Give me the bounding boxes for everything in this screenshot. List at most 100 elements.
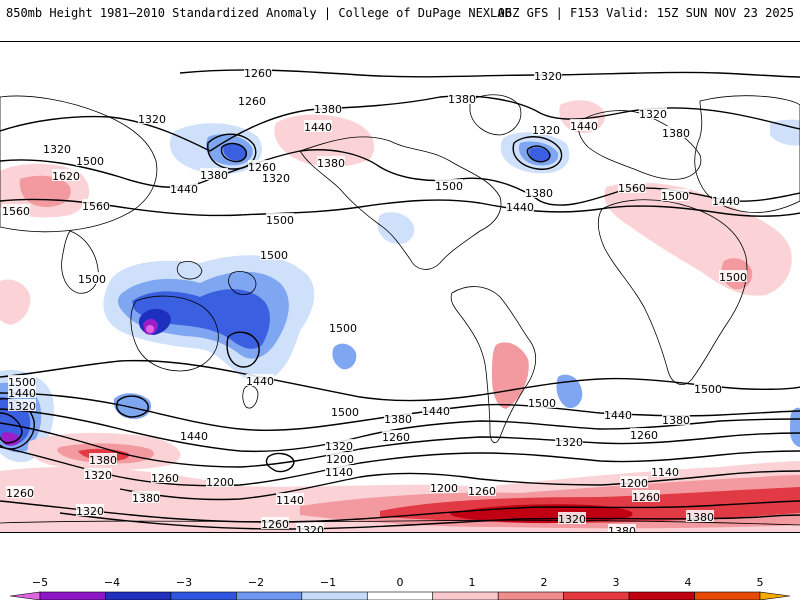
contour-label: 1500 (661, 190, 689, 203)
contour-label: 1200 (430, 482, 458, 495)
contour-label-bg (620, 476, 648, 488)
contour-label-bg (384, 412, 412, 424)
contour-label-bg (608, 524, 636, 532)
colorbar-tick-label: −4 (104, 576, 120, 589)
contour-1380-north (0, 95, 800, 152)
contour-label-bg (262, 171, 290, 183)
contour-label: 1200 (620, 477, 648, 490)
contour-label-bg (618, 181, 646, 193)
contour-label: 1560 (2, 205, 30, 218)
colorbar-tick-label: 0 (397, 576, 404, 589)
contour-label: 1140 (276, 494, 304, 507)
contour-label-bg (555, 435, 583, 447)
contour-label: 1320 (532, 124, 560, 137)
contour-label-bg (719, 270, 747, 282)
contour-label-bg (132, 491, 160, 503)
contour-label-bg (325, 465, 353, 477)
contour-label-bg (630, 428, 658, 440)
contour-label: 1200 (206, 476, 234, 489)
contour-label-bg (662, 413, 690, 425)
pos-anomaly-west-edge (0, 279, 31, 325)
neg-anomaly-pacific-3 (132, 289, 270, 349)
contour-label: 1500 (331, 406, 359, 419)
contour-label: 1440 (604, 409, 632, 422)
contour-label-bg (8, 399, 36, 411)
neg-anomaly-labrador-3 (529, 147, 550, 162)
contour-label-bg (261, 517, 289, 529)
contour-label-bg (200, 168, 228, 180)
neg-anomaly-core (146, 325, 154, 333)
contour-label: 1440 (712, 195, 740, 208)
contour-label-bg (448, 92, 476, 104)
colorbar-tick-label: −1 (320, 576, 336, 589)
contour-label-bg (686, 510, 714, 522)
contour-label: 1380 (448, 93, 476, 106)
contour-label-bg (248, 160, 276, 172)
contour-label: 1320 (639, 108, 667, 121)
contour-label: 1260 (630, 429, 658, 442)
contour-label: 1500 (260, 249, 288, 262)
colorbar-tick-label: 5 (757, 576, 764, 589)
contour-low-australia (226, 331, 260, 368)
contour-label: 1380 (200, 169, 228, 182)
contour-label-bg (326, 452, 354, 464)
contour-label-bg (238, 94, 266, 106)
contour-label: 1320 (534, 70, 562, 83)
contour-low-south-indian-inner (0, 412, 23, 444)
colorbar-tick-label: −2 (248, 576, 264, 589)
contour-1320-antarctic (59, 512, 800, 530)
contour-label-bg (246, 374, 274, 386)
contour-low-bering-inner (220, 142, 247, 163)
coast-africa (598, 199, 748, 385)
contour-1260-antarctic (0, 500, 800, 523)
coast-india-sea (61, 230, 99, 294)
contour-label-bg (78, 272, 106, 284)
colorbar-tick-label: −3 (176, 576, 192, 589)
contour-label-bg (329, 321, 357, 333)
contour-label: 1500 (8, 376, 36, 389)
anomaly-map[interactable]: 1260 1320 1260 1380 1380 1320 1320 1440 1320 1440… (0, 41, 800, 533)
contour-label-bg (639, 107, 667, 119)
contour-label: 1500 (719, 271, 747, 284)
colorbar-arrow-left (9, 591, 41, 600)
contour-label: 1140 (651, 466, 679, 479)
contour-label: 1500 (694, 383, 722, 396)
map-canvas: 1260 1320 1260 1380 1380 1320 1320 1440 1320 1440… (0, 66, 800, 532)
contour-label: 1320 (325, 440, 353, 453)
header: 850mb Height 1981–2010 Standardized Anom… (0, 0, 800, 28)
contour-label: 1500 (266, 214, 294, 227)
contour-label: 1260 (244, 67, 272, 80)
contour-label: 1500 (76, 155, 104, 168)
contour-label-bg (506, 200, 534, 212)
colorbar-bin (432, 591, 499, 600)
contour-label-bg (331, 405, 359, 417)
contour-label: 1260 (632, 491, 660, 504)
contour-label-bg (422, 404, 450, 416)
contour-label-bg (314, 102, 342, 114)
neg-anomaly-mexico (377, 212, 415, 245)
contour-label: 1320 (76, 505, 104, 518)
contour-labels: 1260 1320 1260 1380 1380 1320 1320 1440 1320 1440… (2, 66, 747, 532)
contour-label-bg (382, 430, 410, 442)
colorbar-bin (39, 591, 106, 600)
colorbar-tick-label: 3 (613, 576, 620, 589)
contour-label-bg (180, 429, 208, 441)
run-info: 06Z GFS | F153 Valid: 15Z SUN NOV 23 202… (497, 6, 794, 20)
contour-label-bg (435, 179, 463, 191)
contour-label-bg (8, 386, 36, 398)
coast-north-america (299, 136, 502, 270)
colorbar: −5 −4 −3 −2 −1 0 1 2 3 4 5 (0, 560, 800, 600)
contour-label: 1380 (662, 127, 690, 140)
contour-low-labrador (512, 136, 563, 170)
colorbar-bin (628, 591, 695, 600)
contour-label: 1440 (304, 121, 332, 134)
contour-label: 1320 (84, 469, 112, 482)
contour-label: 1440 (422, 405, 450, 418)
contour-label-bg (76, 504, 104, 516)
contour-label: 1380 (132, 492, 160, 505)
contour-label-bg (661, 189, 689, 201)
contour-label-bg (468, 484, 496, 496)
contour-label: 1500 (329, 322, 357, 335)
contour-1500-north (0, 198, 800, 217)
contour-label-bg (534, 69, 562, 81)
